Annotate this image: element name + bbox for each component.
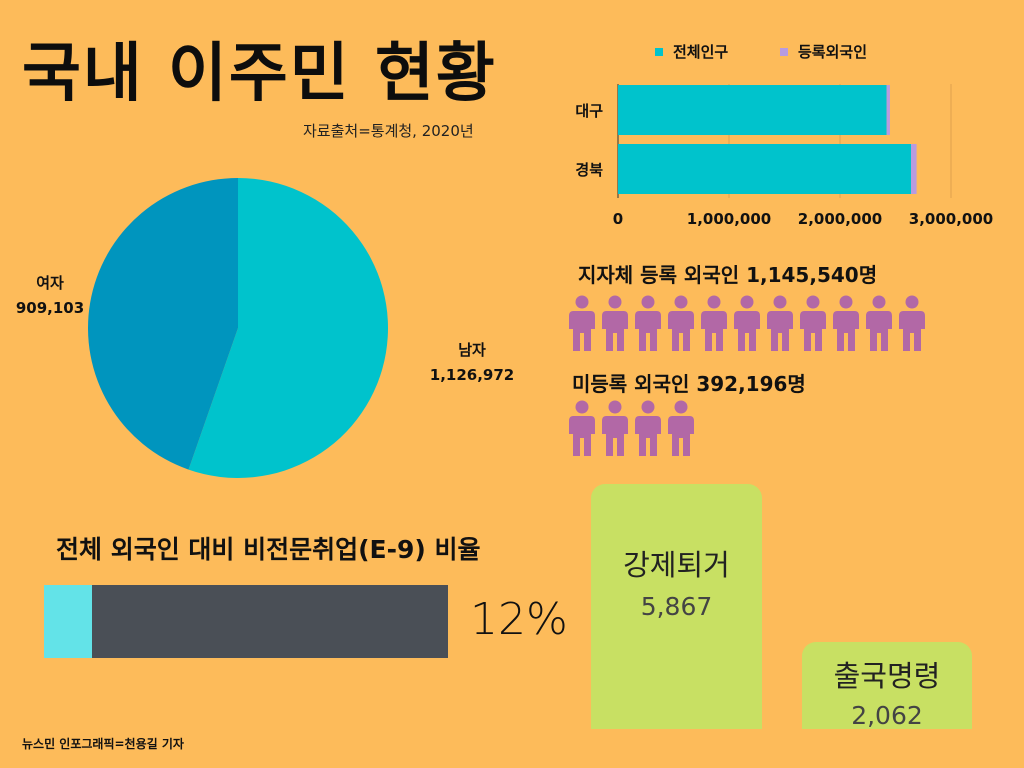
x-tick-label: 0 [613, 210, 623, 228]
pie-label-female: 여자 909,103 [8, 271, 92, 321]
pie-label-male-name: 남자 [458, 341, 486, 359]
x-tick-label: 2,000,000 [798, 210, 882, 228]
credit-line: 뉴스민 인포그래픽=천용길 기자 [22, 737, 184, 751]
person-icon [866, 295, 892, 351]
departure-order-value: 2,062 [851, 701, 923, 730]
pie-slice-female [88, 178, 238, 470]
person-icon [635, 400, 661, 456]
legend-label-1: 등록외국인 [798, 43, 867, 61]
person-icon [569, 400, 595, 456]
pie-label-male: 남자 1,126,972 [420, 338, 524, 388]
legend-label-0: 전체인구 [673, 43, 728, 61]
person-icon [602, 295, 628, 351]
person-icon [767, 295, 793, 351]
unregistered-icon-row [568, 400, 695, 456]
departure-order-label: 출국명령 [833, 659, 941, 693]
e9-ratio-bar [44, 585, 448, 658]
bar-경북-1 [911, 144, 917, 194]
person-icon [602, 400, 628, 456]
pie-label-male-value: 1,126,972 [429, 366, 515, 384]
person-icon [899, 295, 925, 351]
person-icon [668, 295, 694, 351]
departure-order-card: 출국명령 2,062 [802, 642, 972, 730]
registered-icon-row [568, 295, 926, 351]
bar-대구-1 [886, 85, 890, 135]
e9-ratio-title: 전체 외국인 대비 비전문취업(E-9) 비율 [56, 535, 481, 564]
person-icon [800, 295, 826, 351]
person-icon [701, 295, 727, 351]
person-icon [833, 295, 859, 351]
x-tick-label: 3,000,000 [909, 210, 993, 228]
bar-category-label: 경북 [575, 161, 603, 179]
person-icon [734, 295, 760, 351]
registered-foreigners-text: 지자체 등록 외국인 1,145,540명 [578, 263, 878, 287]
e9-ratio-value: 12% [470, 594, 568, 645]
unregistered-foreigners-text: 미등록 외국인 392,196명 [572, 372, 806, 396]
person-icon [668, 400, 694, 456]
gender-pie-chart [88, 178, 388, 478]
deportation-label: 강제퇴거 [623, 548, 730, 582]
legend-swatch-0 [655, 48, 663, 56]
x-tick-label: 1,000,000 [687, 210, 771, 228]
deportation-value: 5,867 [640, 592, 713, 621]
pie-slice-male [188, 178, 388, 478]
person-icon [635, 295, 661, 351]
deportation-card: 강제퇴거 5,867 [591, 484, 762, 729]
bar-경북-0 [618, 144, 912, 194]
bar-대구-0 [618, 85, 887, 135]
person-icon [569, 295, 595, 351]
bar-category-label: 대구 [575, 102, 603, 120]
e9-ratio-fill [44, 585, 93, 658]
page-title: 국내 이주민 현황 [22, 37, 497, 111]
pie-label-female-value: 909,103 [15, 299, 85, 317]
pie-label-female-name: 여자 [36, 274, 64, 292]
source-note: 자료출처=통계청, 2020년 [303, 122, 474, 140]
legend-swatch-1 [780, 48, 788, 56]
